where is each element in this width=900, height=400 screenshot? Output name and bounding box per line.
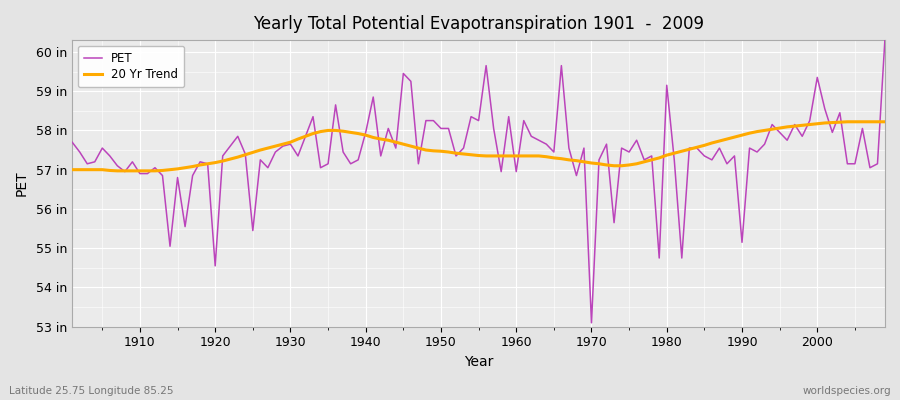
20 Yr Trend	[134, 168, 145, 173]
20 Yr Trend	[879, 119, 890, 124]
20 Yr Trend	[300, 134, 310, 139]
PET	[511, 169, 522, 174]
20 Yr Trend	[842, 119, 853, 124]
20 Yr Trend	[518, 154, 529, 158]
Legend: PET, 20 Yr Trend: PET, 20 Yr Trend	[78, 46, 184, 87]
Text: Latitude 25.75 Longitude 85.25: Latitude 25.75 Longitude 85.25	[9, 386, 174, 396]
Text: worldspecies.org: worldspecies.org	[803, 386, 891, 396]
Line: PET: PET	[72, 38, 885, 323]
PET	[338, 150, 348, 154]
20 Yr Trend	[112, 168, 122, 173]
20 Yr Trend	[511, 154, 522, 158]
PET	[879, 36, 890, 40]
PET	[586, 320, 597, 325]
Y-axis label: PET: PET	[15, 171, 29, 196]
PET	[608, 220, 619, 225]
20 Yr Trend	[346, 130, 356, 135]
X-axis label: Year: Year	[464, 355, 493, 369]
PET	[67, 140, 77, 144]
20 Yr Trend	[67, 167, 77, 172]
PET	[292, 154, 303, 158]
PET	[127, 160, 138, 164]
PET	[503, 114, 514, 119]
Line: 20 Yr Trend: 20 Yr Trend	[72, 122, 885, 171]
Title: Yearly Total Potential Evapotranspiration 1901  -  2009: Yearly Total Potential Evapotranspiratio…	[253, 15, 704, 33]
20 Yr Trend	[608, 163, 619, 168]
